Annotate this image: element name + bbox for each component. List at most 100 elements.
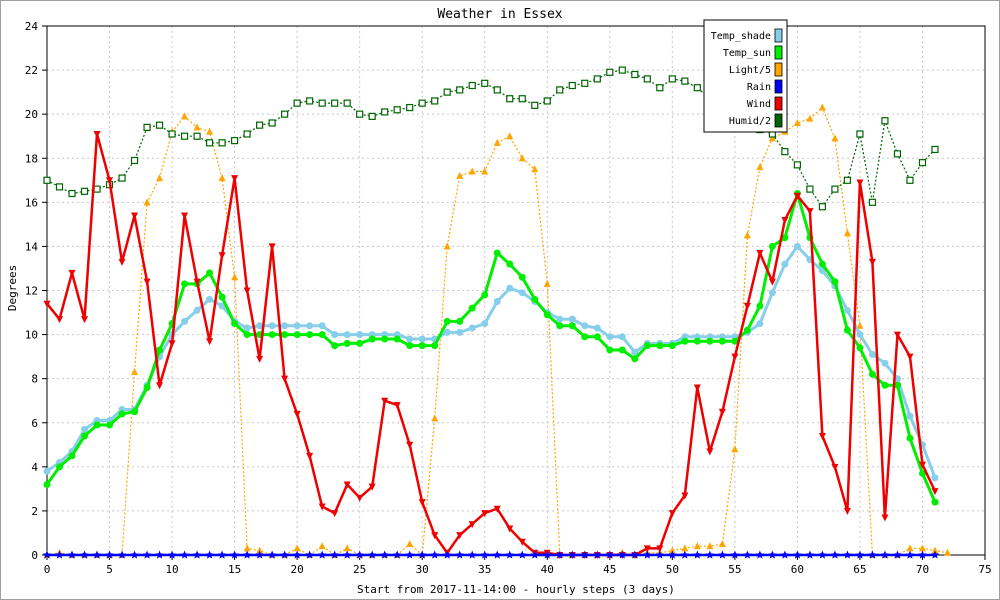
data-point-humid-2 [893,150,902,158]
data-point-light-5 [856,321,864,329]
legend-swatch-rain [774,79,783,94]
data-point-temp-sun [493,249,501,257]
data-point-rain [480,550,489,559]
data-point-humid-2 [180,132,189,140]
data-point-temp-shade [268,322,276,330]
legend-swatch-light-5 [774,62,783,77]
data-point-rain [855,550,865,559]
data-point-temp-sun [268,331,276,339]
data-point-humid-2 [681,77,689,85]
data-point-rain [467,550,477,559]
data-point-wind [206,338,214,346]
data-point-humid-2 [368,112,376,120]
data-point-temp-sun [618,346,626,354]
data-point-light-5 [843,229,851,237]
data-point-rain [755,550,765,559]
data-point-temp-sun [918,469,926,477]
data-point-rain [167,550,177,559]
data-point-wind [393,402,401,410]
data-point-rain [330,550,339,559]
data-point-temp-sun [656,342,664,350]
data-point-temp-shade [606,333,614,341]
data-point-light-5 [443,242,451,250]
data-point-humid-2 [481,79,489,87]
data-point-temp-shade [281,322,289,330]
data-point-wind [468,521,476,529]
data-point-temp-sun [456,317,464,325]
data-point-humid-2 [506,95,514,103]
data-point-wind [193,278,201,286]
data-point-temp-sun [831,278,839,286]
data-point-temp-sun [768,242,776,250]
data-point-temp-sun [81,432,89,440]
y-tick-label: 22 [25,64,38,77]
data-point-humid-2 [306,97,314,105]
data-point-temp-sun [281,331,289,339]
data-point-light-5 [206,127,214,135]
data-point-humid-2 [418,99,426,107]
data-point-wind [231,175,239,183]
data-point-light-5 [193,123,201,131]
data-point-humid-2 [493,86,501,94]
data-point-wind [356,494,364,502]
legend-label-humid-2: Humid/2 [729,116,771,127]
data-point-temp-sun [181,280,189,288]
data-point-temp-shade [306,322,314,330]
data-point-rain [255,550,264,559]
data-point-temp-sun [593,333,601,341]
data-point-light-5 [743,231,751,239]
data-point-humid-2 [55,183,64,191]
data-point-rain [405,550,414,559]
data-point-temp-sun [118,410,126,418]
data-point-humid-2 [268,119,276,127]
data-point-wind [731,353,739,361]
data-point-temp-shade [206,295,214,303]
data-point-humid-2 [443,88,451,96]
data-point-humid-2 [643,75,651,83]
data-point-temp-sun [581,333,589,341]
data-point-wind [131,212,139,220]
data-point-rain [580,550,590,559]
y-tick-label: 4 [31,461,38,474]
data-point-rain [342,550,352,559]
data-point-temp-sun [756,302,764,310]
data-point-temp-shade [243,324,251,332]
data-point-temp-sun [106,421,114,429]
data-point-wind [893,331,901,339]
data-point-wind [818,432,826,440]
data-point-rain [267,550,277,559]
data-point-wind [318,503,326,511]
series-line-wind [46,132,937,557]
data-point-temp-sun [568,322,576,330]
data-point-wind [368,483,376,491]
data-point-temp-sun [206,269,214,277]
data-point-rain [918,550,927,559]
data-point-wind [218,252,226,260]
data-point-humid-2 [406,103,414,112]
data-point-wind [456,532,464,540]
data-point-light-5 [693,542,701,550]
data-point-temp-sun [668,342,676,350]
data-point-humid-2 [456,86,464,94]
data-point-humid-2 [556,86,564,94]
data-point-humid-2 [343,99,351,107]
data-point-temp-sun [56,463,64,471]
data-point-temp-sun [418,342,426,350]
chart-title: Weather in Essex [437,7,562,22]
data-point-rain [230,550,239,559]
data-point-humid-2 [155,121,164,129]
data-point-wind [918,461,926,469]
data-point-humid-2 [568,81,576,90]
x-tick-label: 35 [478,563,491,576]
data-point-rain [317,550,327,559]
data-point-rain [280,550,289,559]
data-point-humid-2 [205,139,214,147]
x-axis-label: Start from 2017-11-14:00 - hourly steps … [357,583,675,596]
data-point-light-5 [906,544,914,552]
data-point-temp-sun [243,331,251,339]
data-point-temp-shade [193,306,201,314]
data-point-temp-shade [593,324,601,332]
data-point-wind [156,382,164,390]
data-point-temp-shade [181,317,189,325]
